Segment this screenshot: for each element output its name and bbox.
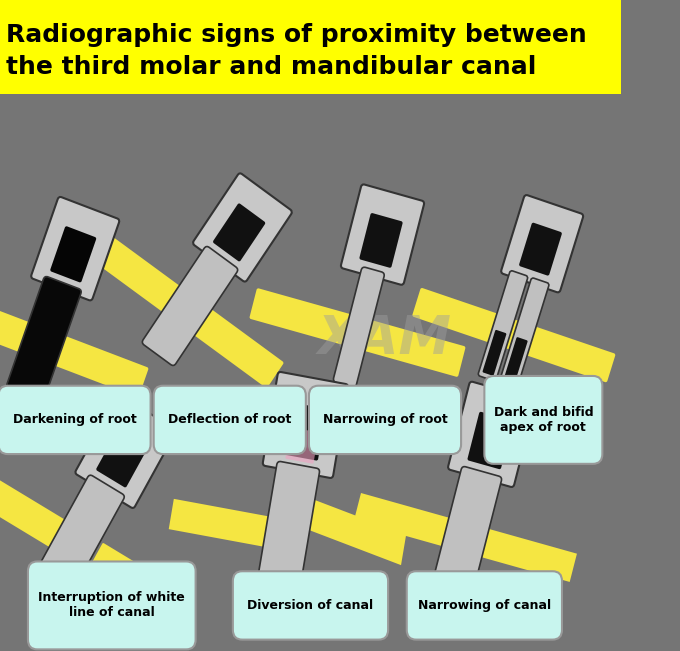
FancyBboxPatch shape (31, 197, 119, 300)
FancyBboxPatch shape (360, 213, 403, 268)
FancyBboxPatch shape (142, 247, 238, 365)
FancyBboxPatch shape (354, 493, 457, 548)
FancyBboxPatch shape (407, 572, 562, 639)
Text: Dark and bifid
apex of root: Dark and bifid apex of root (494, 406, 593, 434)
Text: the third molar and mandibular canal: the third molar and mandibular canal (6, 55, 537, 79)
FancyBboxPatch shape (483, 330, 507, 376)
Text: Narrowing of canal: Narrowing of canal (418, 599, 551, 612)
FancyBboxPatch shape (333, 267, 384, 387)
FancyBboxPatch shape (341, 184, 424, 284)
Text: Diversion of canal: Diversion of canal (248, 599, 373, 612)
FancyBboxPatch shape (286, 428, 318, 464)
FancyBboxPatch shape (467, 412, 513, 469)
Text: Darkening of root: Darkening of root (13, 413, 137, 426)
FancyBboxPatch shape (0, 385, 150, 454)
FancyBboxPatch shape (500, 278, 549, 388)
FancyBboxPatch shape (484, 376, 602, 464)
FancyBboxPatch shape (7, 277, 81, 401)
FancyBboxPatch shape (0, 471, 67, 548)
FancyBboxPatch shape (0, 0, 621, 94)
FancyBboxPatch shape (474, 527, 577, 582)
FancyBboxPatch shape (256, 462, 320, 597)
FancyBboxPatch shape (448, 381, 535, 487)
FancyBboxPatch shape (154, 385, 306, 454)
Polygon shape (169, 495, 406, 565)
FancyBboxPatch shape (263, 372, 348, 478)
Text: Deflection of root: Deflection of root (168, 413, 292, 426)
FancyBboxPatch shape (501, 195, 583, 292)
Text: XAM: XAM (318, 312, 452, 365)
FancyBboxPatch shape (519, 223, 562, 275)
FancyBboxPatch shape (309, 385, 461, 454)
FancyBboxPatch shape (90, 233, 284, 388)
FancyBboxPatch shape (478, 271, 528, 381)
FancyBboxPatch shape (28, 561, 196, 649)
FancyBboxPatch shape (31, 475, 124, 603)
Text: Narrowing of root: Narrowing of root (322, 413, 447, 426)
FancyBboxPatch shape (452, 529, 479, 546)
FancyBboxPatch shape (412, 288, 615, 382)
FancyBboxPatch shape (50, 227, 97, 283)
FancyBboxPatch shape (250, 288, 465, 377)
FancyBboxPatch shape (97, 427, 149, 488)
Text: Interruption of white
line of canal: Interruption of white line of canal (38, 591, 185, 620)
FancyBboxPatch shape (0, 291, 148, 397)
FancyBboxPatch shape (75, 395, 176, 508)
FancyBboxPatch shape (213, 203, 265, 262)
FancyBboxPatch shape (432, 467, 502, 597)
FancyBboxPatch shape (233, 572, 388, 639)
Text: Radiographic signs of proximity between: Radiographic signs of proximity between (6, 23, 587, 47)
FancyBboxPatch shape (88, 543, 180, 616)
FancyBboxPatch shape (504, 337, 528, 383)
FancyBboxPatch shape (282, 402, 326, 460)
FancyBboxPatch shape (193, 173, 292, 282)
